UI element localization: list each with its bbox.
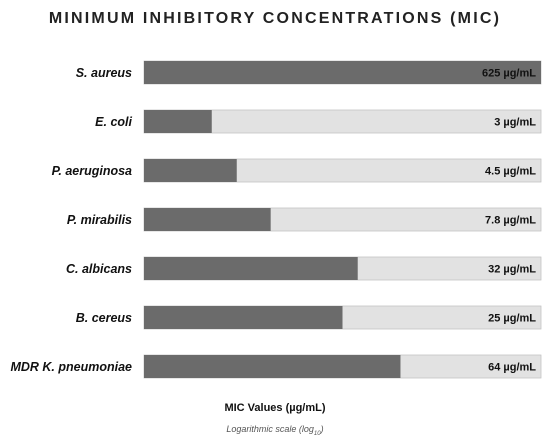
- category-label: MDR K. pneumoniae: [10, 360, 132, 374]
- value-label: 25 µg/mL: [488, 313, 536, 325]
- category-label: B. cereus: [76, 311, 132, 325]
- scale-note-text: Logarithmic scale (log: [226, 424, 314, 434]
- category-label: P. mirabilis: [67, 213, 132, 227]
- value-label: 7.8 µg/mL: [485, 215, 536, 227]
- chart-title: MINIMUM INHIBITORY CONCENTRATIONS (MIC): [48, 10, 502, 27]
- value-label: 3 µg/mL: [494, 117, 536, 129]
- value-label: 32 µg/mL: [488, 264, 536, 276]
- scale-note-subscript: 10: [313, 430, 321, 437]
- scale-note-end: ): [320, 424, 324, 434]
- bar: [144, 208, 271, 231]
- value-label: 625 µg/mL: [482, 68, 536, 80]
- category-label: P. aeruginosa: [52, 164, 132, 178]
- scale-note: Logarithmic scale (log10): [0, 424, 550, 437]
- value-label: 64 µg/mL: [488, 362, 536, 374]
- category-label: C. albicans: [66, 262, 132, 276]
- bar: [144, 257, 358, 280]
- bar: [144, 355, 401, 378]
- bar: [144, 61, 541, 84]
- bar: [144, 306, 343, 329]
- x-axis-label: MIC Values (µg/mL): [224, 402, 326, 414]
- bar: [144, 159, 237, 182]
- bar: [144, 110, 212, 133]
- value-label: 4.5 µg/mL: [485, 166, 536, 178]
- category-label: S. aureus: [76, 66, 132, 80]
- bar-chart: S. aureus 625 µg/mL E. coli 3 µg/mL P. aerug…: [10, 60, 542, 379]
- category-label: E. coli: [95, 115, 132, 129]
